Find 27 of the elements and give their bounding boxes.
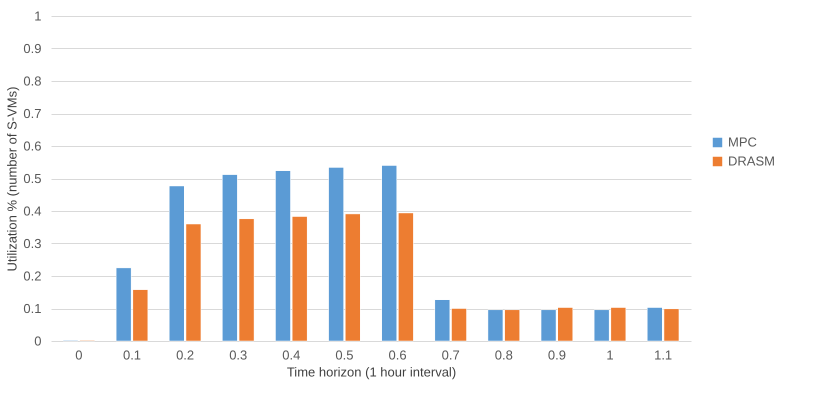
y-tick-label: 0.9 [23, 41, 42, 56]
legend-label: MPC [728, 134, 757, 150]
x-axis-title: Time horizon (1 hour interval) [286, 364, 456, 380]
y-tick-label: 1 [34, 8, 42, 24]
y-axis-title: Utilization % (number of S-VMs) [4, 86, 20, 272]
x-tick-label: 0 [75, 348, 82, 362]
y-tick-label: 0.5 [23, 171, 42, 186]
y-tick-label: 0.8 [23, 74, 42, 88]
y-tick-label: 0 [34, 334, 42, 348]
y-tick-label: 0.6 [23, 138, 42, 154]
x-tick-label: 1 [606, 348, 614, 362]
x-tick-label: 0.8 [494, 348, 513, 362]
x-tick-label: 0.4 [282, 348, 300, 362]
y-tick-label: 0.2 [23, 268, 42, 284]
x-tick-label: 1.1 [654, 348, 672, 362]
y-tick-label: 0.1 [23, 301, 42, 316]
x-tick-label: 0.2 [176, 348, 194, 362]
x-tick-label: 0.1 [122, 348, 142, 362]
y-tick-label: 0.3 [23, 236, 42, 251]
y-tick-label: 0.7 [23, 106, 42, 121]
x-tick-label: 0.3 [229, 348, 248, 362]
legend-label: DRASM [728, 154, 775, 168]
x-tick-label: 0.5 [335, 348, 354, 362]
y-tick-label: 0.4 [23, 204, 42, 218]
x-tick-label: 0.6 [388, 348, 407, 362]
x-tick-label: 0.7 [442, 348, 460, 362]
x-tick-label: 0.9 [548, 348, 566, 362]
